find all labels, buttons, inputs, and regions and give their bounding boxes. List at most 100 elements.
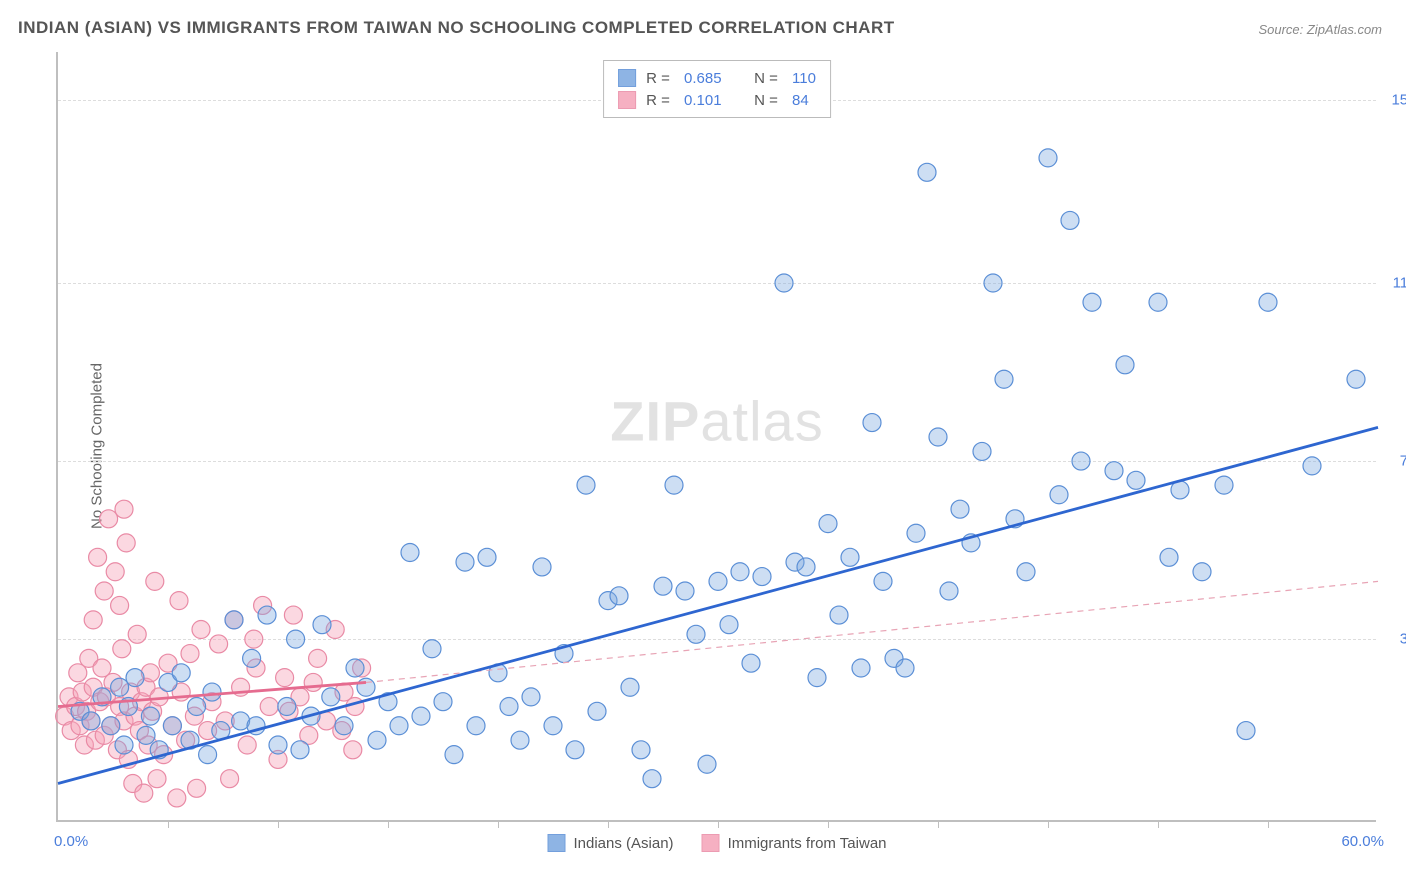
data-point: [1083, 293, 1101, 311]
data-point: [544, 717, 562, 735]
data-point: [1237, 722, 1255, 740]
data-point: [243, 649, 261, 667]
data-point: [709, 572, 727, 590]
data-point: [344, 741, 362, 759]
n-value-taiwan: 84: [792, 92, 809, 109]
data-point: [731, 563, 749, 581]
data-point: [566, 741, 584, 759]
data-point: [278, 698, 296, 716]
data-point: [577, 476, 595, 494]
data-point: [632, 741, 650, 759]
data-point: [665, 476, 683, 494]
data-point: [1072, 452, 1090, 470]
data-point: [82, 712, 100, 730]
data-point: [106, 563, 124, 581]
data-point: [115, 500, 133, 518]
data-point: [111, 678, 129, 696]
data-point: [797, 558, 815, 576]
data-point: [221, 770, 239, 788]
data-point: [304, 673, 322, 691]
xtick: [498, 820, 499, 828]
data-point: [588, 702, 606, 720]
data-point: [610, 587, 628, 605]
data-point: [225, 611, 243, 629]
ytick-label: 3.8%: [1382, 631, 1406, 648]
data-point: [141, 707, 159, 725]
data-point: [346, 659, 364, 677]
data-point: [478, 548, 496, 566]
data-point: [172, 664, 190, 682]
data-point: [357, 678, 375, 696]
data-point: [1116, 356, 1134, 374]
data-point: [720, 616, 738, 634]
data-point: [284, 606, 302, 624]
data-point: [500, 698, 518, 716]
data-point: [390, 717, 408, 735]
data-point: [742, 654, 760, 672]
swatch-indians: [618, 69, 636, 87]
data-point: [199, 746, 217, 764]
ytick-label: 7.5%: [1382, 453, 1406, 470]
data-point: [188, 779, 206, 797]
plot-area: ZIPatlas 3.8%7.5%11.2%15.0% R = 0.685 N …: [56, 52, 1376, 822]
data-point: [907, 524, 925, 542]
data-point: [940, 582, 958, 600]
data-point: [291, 741, 309, 759]
data-point: [115, 736, 133, 754]
data-point: [260, 698, 278, 716]
data-point: [819, 515, 837, 533]
n-value-indians: 110: [792, 70, 816, 87]
data-point: [276, 669, 294, 687]
xtick: [1268, 820, 1269, 828]
data-point: [654, 577, 672, 595]
series-legend: Indians (Asian) Immigrants from Taiwan: [548, 834, 887, 852]
data-point: [313, 616, 331, 634]
xtick: [1048, 820, 1049, 828]
data-point: [309, 649, 327, 667]
data-point: [287, 630, 305, 648]
data-point: [830, 606, 848, 624]
data-point: [687, 625, 705, 643]
series-label-indians: Indians (Asian): [574, 835, 674, 852]
data-point: [126, 669, 144, 687]
data-point: [1347, 370, 1365, 388]
data-point: [163, 717, 181, 735]
chart-title: INDIAN (ASIAN) VS IMMIGRANTS FROM TAIWAN…: [18, 18, 895, 38]
x-axis-max-label: 60.0%: [1341, 833, 1384, 850]
trend-line: [366, 581, 1378, 682]
xtick: [1158, 820, 1159, 828]
data-point: [258, 606, 276, 624]
data-point: [808, 669, 826, 687]
data-point: [111, 596, 129, 614]
data-point: [456, 553, 474, 571]
data-point: [1193, 563, 1211, 581]
data-point: [137, 726, 155, 744]
data-point: [322, 688, 340, 706]
ytick-label: 11.2%: [1382, 275, 1406, 292]
data-point: [973, 442, 991, 460]
r-label: R =: [646, 70, 674, 87]
data-point: [95, 582, 113, 600]
data-point: [533, 558, 551, 576]
data-point: [984, 274, 1002, 292]
swatch-taiwan-bottom: [702, 834, 720, 852]
data-point: [863, 414, 881, 432]
data-point: [896, 659, 914, 677]
data-point: [995, 370, 1013, 388]
xtick: [938, 820, 939, 828]
data-point: [1127, 471, 1145, 489]
data-point: [1017, 563, 1035, 581]
data-point: [1105, 462, 1123, 480]
data-point: [841, 548, 859, 566]
data-point: [1061, 211, 1079, 229]
data-point: [1160, 548, 1178, 566]
data-point: [89, 548, 107, 566]
r-value-indians: 0.685: [684, 70, 722, 87]
data-point: [188, 698, 206, 716]
data-point: [181, 645, 199, 663]
data-point: [168, 789, 186, 807]
data-point: [951, 500, 969, 518]
data-point: [511, 731, 529, 749]
data-point: [1303, 457, 1321, 475]
data-point: [445, 746, 463, 764]
